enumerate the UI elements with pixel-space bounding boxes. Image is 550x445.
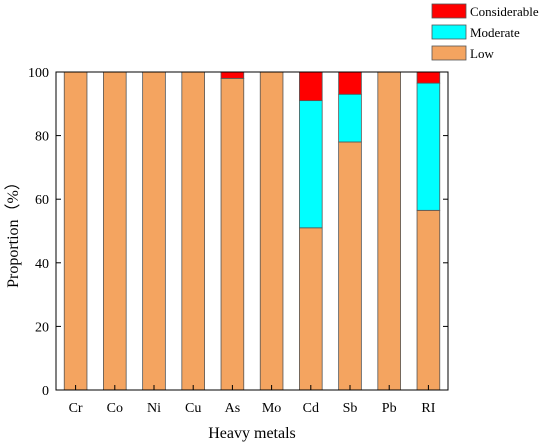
y-tick-label: 0 <box>42 384 49 399</box>
y-tick-label: 80 <box>35 130 49 145</box>
y-tick-label: 20 <box>35 320 49 335</box>
bar-cd-low <box>299 227 323 391</box>
legend-swatch-considerable <box>431 3 467 19</box>
bar-ri-low <box>416 209 441 391</box>
legend-label-considerable: Considerable <box>470 4 539 19</box>
x-tick-label-co: Co <box>107 401 123 416</box>
bar-cd-considerable <box>299 71 323 102</box>
bar-ni-low <box>142 71 166 391</box>
bars <box>63 71 441 391</box>
x-tick-label-sb: Sb <box>343 401 358 416</box>
x-axis: Cr Co Ni Cu As Mo Cd Sb Pb RI <box>69 385 436 416</box>
bar-mo-low <box>259 71 284 391</box>
x-tick-label-cr: Cr <box>69 401 83 416</box>
x-tick-label-ni: Ni <box>147 401 161 416</box>
x-tick-label-mo: Mo <box>262 401 281 416</box>
legend-label-moderate: Moderate <box>470 25 520 40</box>
legend: Considerable Moderate Low <box>431 3 539 61</box>
y-axis: 0 20 40 60 80 100 <box>28 66 448 399</box>
x-tick-label-cd: Cd <box>303 401 319 416</box>
bar-cr-low <box>63 71 88 391</box>
bar-sb-low <box>338 141 362 391</box>
bar-as-considerable <box>220 71 245 79</box>
y-axis-title: Proportion（%） <box>4 174 22 288</box>
bar-sb-moderate <box>338 93 362 143</box>
x-tick-label-as: As <box>225 401 241 416</box>
bar-cu-low <box>181 71 205 391</box>
x-tick-label-pb: Pb <box>382 401 397 416</box>
y-tick-label: 100 <box>28 66 49 81</box>
x-tick-label-ri: RI <box>421 401 435 416</box>
y-tick-label: 60 <box>35 193 49 208</box>
x-tick-label-cu: Cu <box>185 401 201 416</box>
plot-frame <box>55 71 449 391</box>
legend-label-low: Low <box>470 46 494 61</box>
bar-ri-considerable <box>416 71 441 84</box>
legend-swatch-low <box>431 45 467 61</box>
bar-cd-moderate <box>299 100 323 229</box>
bar-sb-considerable <box>338 71 362 95</box>
legend-swatch-moderate <box>431 24 467 40</box>
bar-co-low <box>103 71 127 391</box>
bar-as-low <box>220 77 245 391</box>
y-tick-label: 40 <box>35 257 49 272</box>
x-axis-title: Heavy metals <box>208 425 296 442</box>
bar-pb-low <box>377 71 401 391</box>
bar-ri-moderate <box>416 82 441 211</box>
